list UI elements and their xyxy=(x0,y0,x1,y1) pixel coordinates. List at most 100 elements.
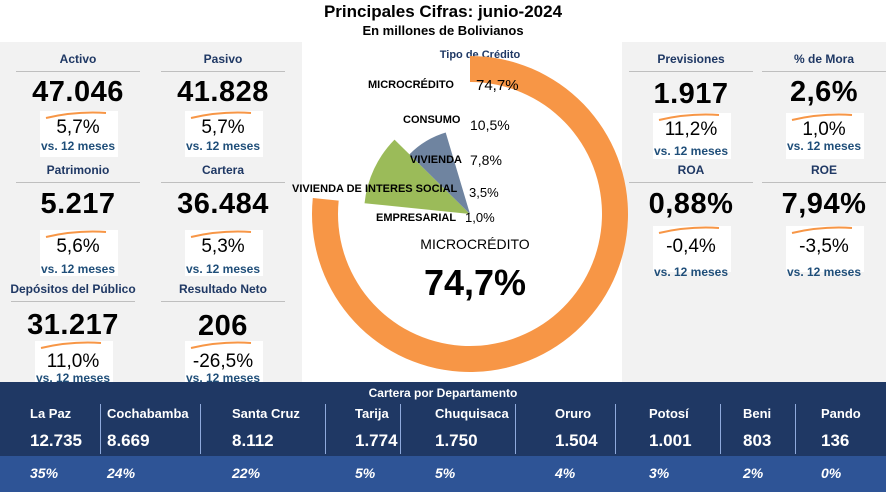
department-share: 24% xyxy=(107,465,136,481)
kpi-change-box xyxy=(653,113,731,159)
underline-stroke-icon xyxy=(190,111,252,119)
column-divider xyxy=(720,404,721,454)
department-table-title: Cartera por Departamento xyxy=(368,386,518,400)
category-value-vivienda-social: 3,5% xyxy=(469,185,499,200)
department-value: 1.774 xyxy=(355,431,398,450)
underline-stroke-icon xyxy=(190,341,252,349)
column-divider xyxy=(615,404,616,454)
department-name: Tarija xyxy=(355,406,389,421)
kpi-note: vs. 12 meses xyxy=(185,371,261,385)
department-column: Santa Cruz 8.112 22% xyxy=(200,402,325,492)
kpi-note: vs. 12 meses xyxy=(185,139,261,153)
category-label-microcredito: MICROCRÉDITO xyxy=(368,79,454,91)
kpi-label: Cartera xyxy=(201,163,245,177)
column-divider xyxy=(515,404,516,454)
department-column: Oruro 1.504 4% xyxy=(515,402,615,492)
kpi-change: 1,0% xyxy=(802,119,846,140)
kpi-value: 36.484 xyxy=(177,188,269,220)
category-value-vivienda: 7,8% xyxy=(470,152,502,168)
kpi-change-box xyxy=(786,226,864,272)
kpi-note: vs. 12 meses xyxy=(185,262,261,276)
donut-center-label: MICROCRÉDITO xyxy=(420,236,530,252)
donut-slice-consumo xyxy=(364,139,470,214)
kpi-change: 11,0% xyxy=(46,351,100,372)
kpi-divider xyxy=(629,182,753,183)
department-share: 5% xyxy=(355,465,376,481)
kpi-value: 1.917 xyxy=(653,78,729,110)
department-share: 3% xyxy=(649,465,670,481)
kpi-value: 5.217 xyxy=(40,188,116,220)
underline-stroke-icon xyxy=(40,341,102,349)
underline-stroke-icon xyxy=(791,113,853,121)
underline-stroke-icon xyxy=(658,226,720,234)
kpi-note: vs. 12 meses xyxy=(35,371,111,385)
kpi-value: 41.828 xyxy=(177,76,269,108)
category-label-consumo: CONSUMO xyxy=(403,114,461,126)
kpi-divider xyxy=(11,301,135,302)
department-share: 0% xyxy=(821,465,842,481)
kpi-label: Resultado Neto xyxy=(178,282,267,296)
kpi-value: 7,94% xyxy=(781,188,867,220)
kpi-divider xyxy=(16,71,140,72)
department-value: 1.001 xyxy=(649,431,692,450)
page-title: Principales Cifras: junio-2024 xyxy=(323,2,563,21)
department-value: 803 xyxy=(743,431,772,450)
kpi-change-box xyxy=(40,111,118,157)
kpi-label: % de Mora xyxy=(793,52,854,66)
kpi-note: vs. 12 meses xyxy=(653,144,729,158)
kpi-note: vs. 12 meses xyxy=(40,262,116,276)
kpi-value: 2,6% xyxy=(789,76,859,108)
kpi-change: 5,3% xyxy=(201,236,245,257)
left-panel xyxy=(0,42,302,382)
kpi-label: Pasivo xyxy=(203,52,243,66)
department-name: Pando xyxy=(821,406,861,421)
kpi-divider xyxy=(16,182,140,183)
kpi-value: 0,88% xyxy=(648,188,734,220)
kpi-label: Patrimonio xyxy=(46,163,110,177)
department-column: La Paz 12.735 35% xyxy=(0,402,100,492)
kpi-label: Activo xyxy=(59,52,97,66)
right-panel xyxy=(622,42,886,382)
column-divider xyxy=(795,404,796,454)
underline-stroke-icon xyxy=(190,230,252,238)
kpi-change-box xyxy=(653,226,731,272)
category-value-consumo: 10,5% xyxy=(470,117,510,133)
kpi-label: ROE xyxy=(810,163,837,177)
department-column: Chuquisaca 1.750 5% xyxy=(400,402,515,492)
department-name: Oruro xyxy=(555,406,592,421)
department-value: 8.669 xyxy=(107,431,150,450)
department-name: La Paz xyxy=(30,406,72,421)
kpi-divider xyxy=(161,301,285,302)
column-divider xyxy=(325,404,326,454)
underline-stroke-icon xyxy=(791,226,853,234)
kpi-divider xyxy=(629,71,753,72)
underline-stroke-icon xyxy=(658,113,720,121)
kpi-change: 11,2% xyxy=(664,119,718,140)
kpi-note: vs. 12 meses xyxy=(786,139,862,153)
department-column: Pando 136 0% xyxy=(795,402,886,492)
kpi-change: 5,6% xyxy=(56,236,100,257)
kpi-note: vs. 12 meses xyxy=(653,265,729,279)
kpi-change: 5,7% xyxy=(56,117,100,138)
department-table: Cartera por Departamento La Paz 12.735 35%… xyxy=(0,382,886,492)
department-value: 1.504 xyxy=(555,431,598,450)
kpi-label: Previsiones xyxy=(657,52,725,66)
department-share: 22% xyxy=(232,465,261,481)
kpi-change-box xyxy=(185,230,263,276)
department-name: Cochabamba xyxy=(107,406,189,421)
kpi-label: ROA xyxy=(677,163,705,177)
department-value: 1.750 xyxy=(435,431,478,450)
kpi-change-box xyxy=(786,113,864,159)
department-value: 12.735 xyxy=(30,431,82,450)
kpi-change-box xyxy=(40,230,118,276)
kpi-change: -26,5% xyxy=(192,351,254,372)
kpi-divider xyxy=(762,71,886,72)
kpi-note: vs. 12 meses xyxy=(40,139,116,153)
department-name: Beni xyxy=(743,406,772,421)
kpi-change-box xyxy=(35,341,113,387)
category-label-vivienda: VIVIENDA xyxy=(410,154,462,166)
kpi-value: 47.046 xyxy=(32,76,124,108)
donut-slice-vivienda xyxy=(409,132,470,214)
category-value-empresarial: 1,0% xyxy=(465,210,495,225)
kpi-change: -0,4% xyxy=(666,236,716,257)
